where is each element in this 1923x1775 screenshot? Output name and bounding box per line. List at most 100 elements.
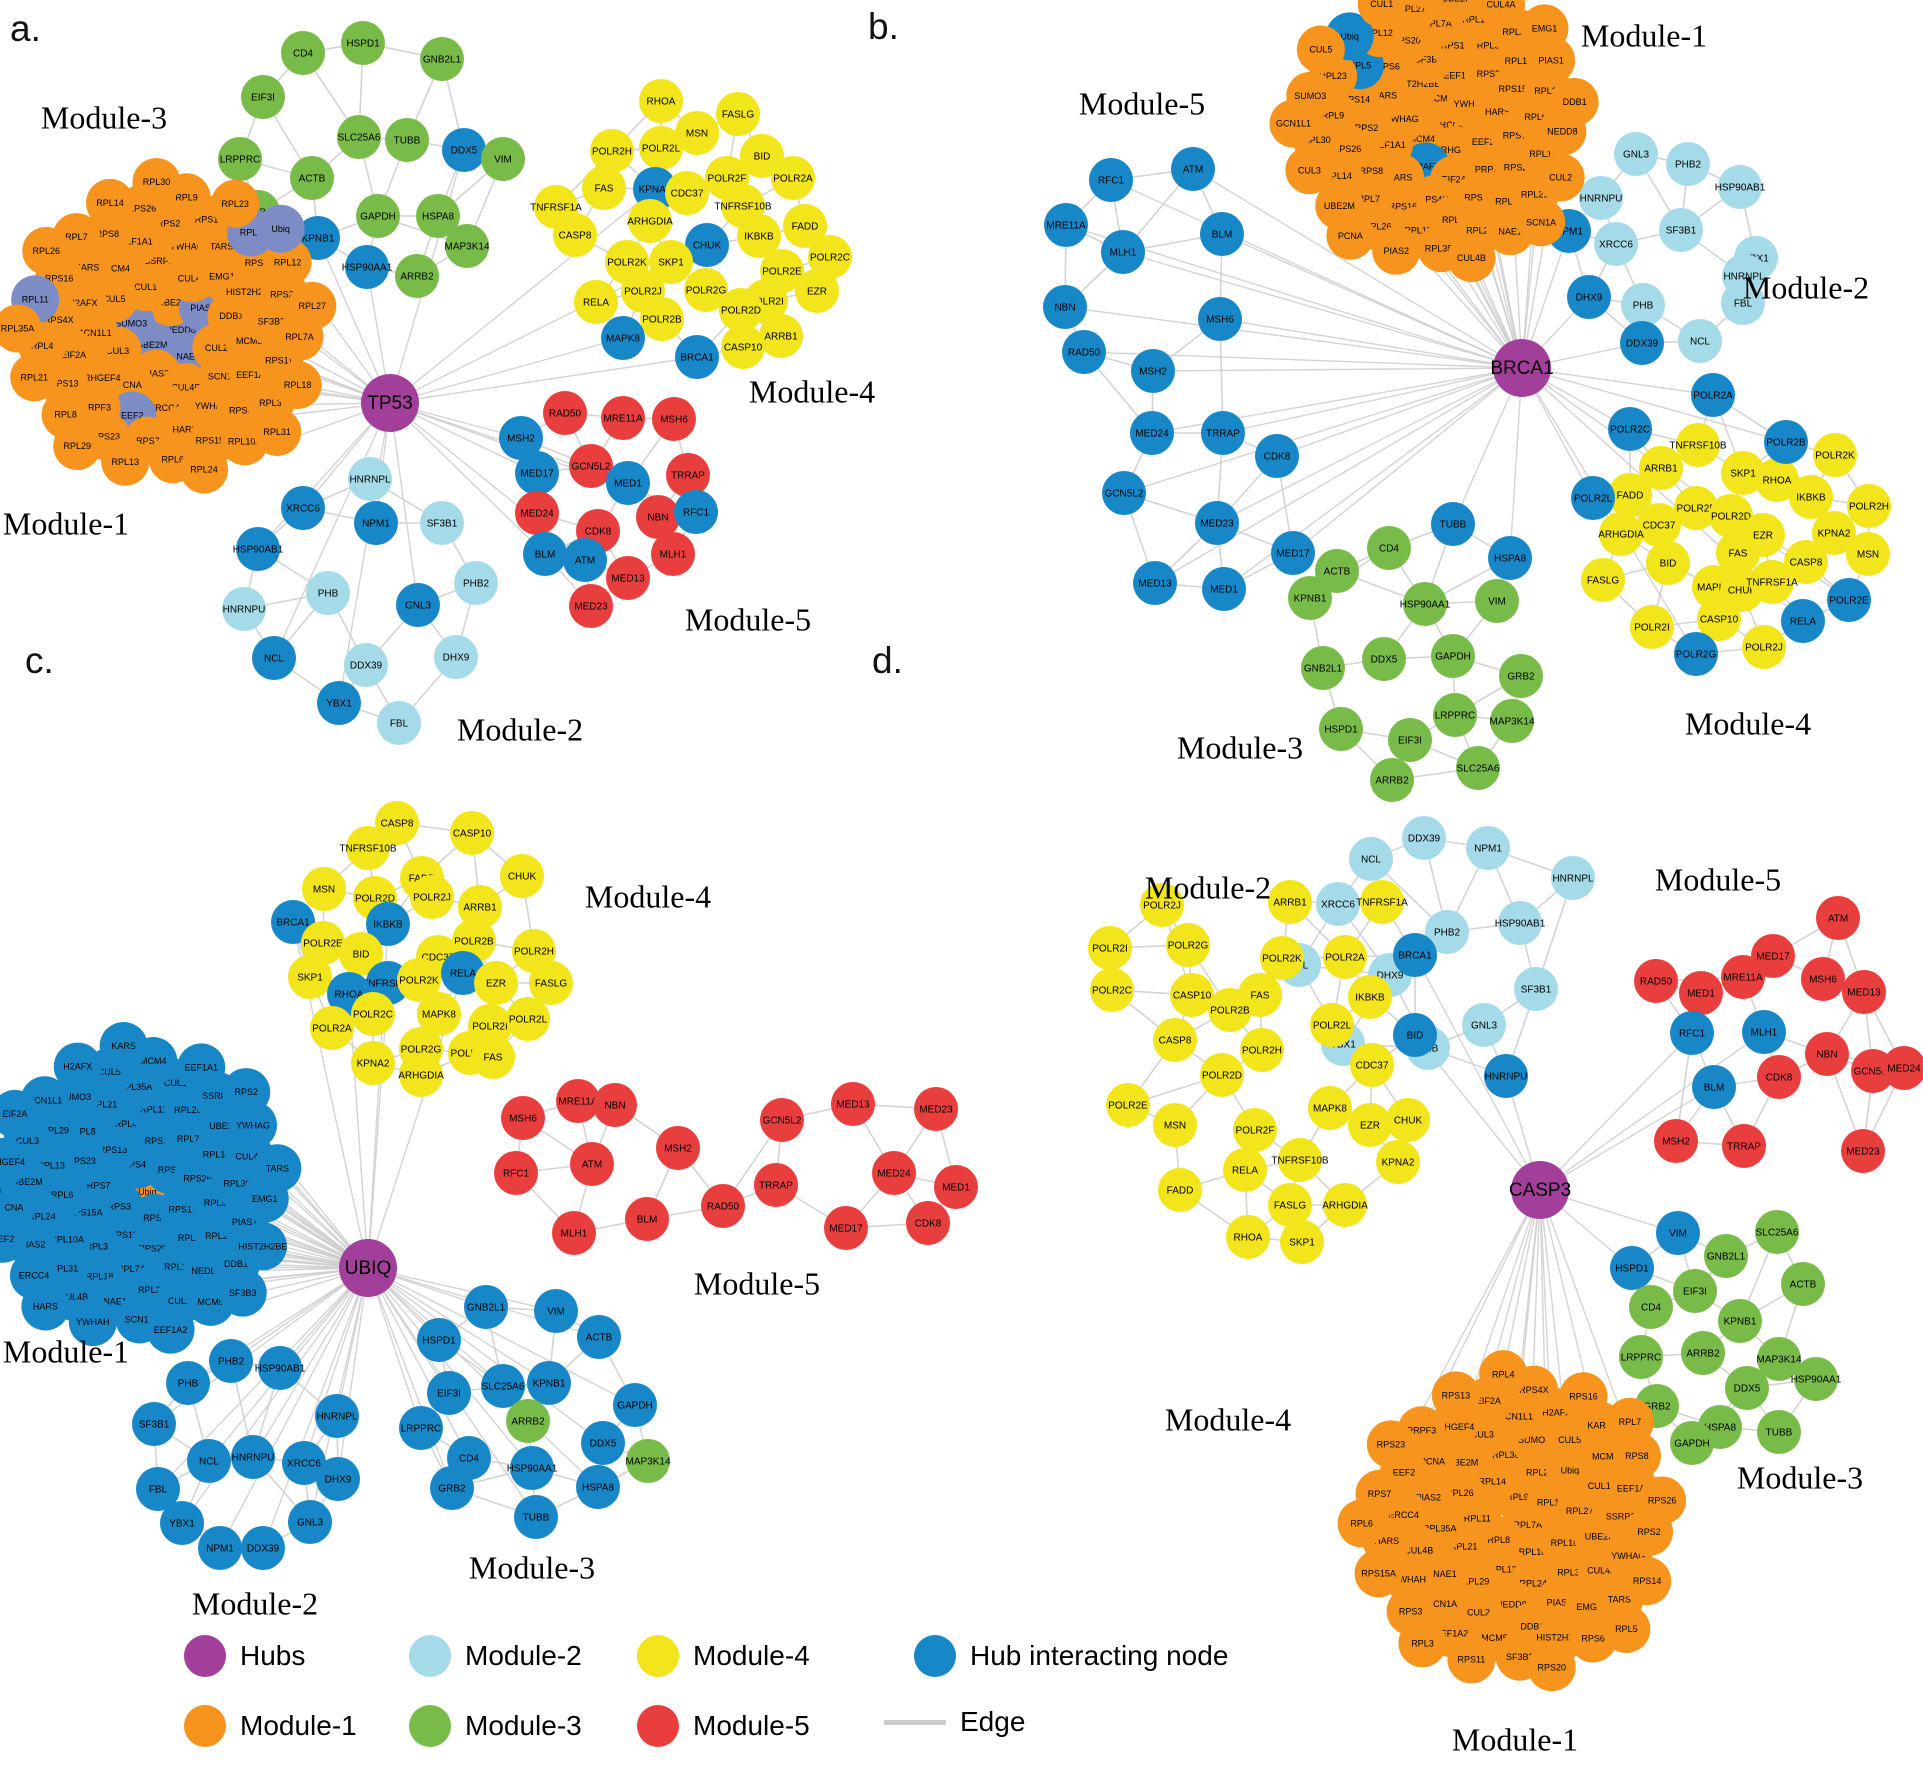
node-BLM[interactable]: BLM bbox=[1692, 1065, 1736, 1109]
node-circle-ATM[interactable] bbox=[1816, 896, 1860, 940]
node-circle-TNFRSF1A[interactable] bbox=[1750, 560, 1794, 604]
node-circle-SKP1[interactable] bbox=[288, 955, 332, 999]
node-circle-ACTB[interactable] bbox=[290, 156, 334, 200]
node-circle-BLM[interactable] bbox=[1200, 212, 1244, 256]
node-CDK8[interactable]: CDK8 bbox=[906, 1201, 950, 1245]
node-circle-POLR2J[interactable] bbox=[410, 875, 454, 919]
node-circle-MED17[interactable] bbox=[1271, 531, 1315, 575]
node-MLH1[interactable]: MLH1 bbox=[552, 1211, 596, 1255]
node-circle-HNRNPU[interactable] bbox=[1484, 1054, 1528, 1098]
node-circle-NBN[interactable] bbox=[1805, 1032, 1849, 1076]
node-circle-TNFRSF10B[interactable] bbox=[1278, 1138, 1322, 1182]
node-circle-RELA[interactable] bbox=[574, 280, 618, 324]
node-ARRB1[interactable]: ARRB1 bbox=[1639, 446, 1683, 490]
node-circle-POLR2H[interactable] bbox=[590, 129, 634, 173]
node-circle-SKP1[interactable] bbox=[649, 240, 693, 284]
node-MED24[interactable]: MED24 bbox=[872, 1151, 916, 1195]
node-TNFRSF1A[interactable]: TNFRSF1A bbox=[1746, 560, 1798, 604]
node-SF3B3[interactable]: SF3B3 bbox=[218, 1268, 267, 1317]
node-ACTB[interactable]: ACTB bbox=[1781, 1262, 1825, 1306]
node-GAPDH[interactable]: GAPDH bbox=[1431, 634, 1475, 678]
node-circle-GNL3[interactable] bbox=[1614, 132, 1658, 176]
node-RELA[interactable]: RELA bbox=[441, 951, 485, 995]
node-SLC25A6[interactable]: SLC25A6 bbox=[481, 1364, 525, 1408]
node-MSH6[interactable]: MSH6 bbox=[501, 1096, 545, 1140]
node-circle-RPS14[interactable] bbox=[1623, 1557, 1672, 1606]
node-TRRAP[interactable]: TRRAP bbox=[754, 1163, 798, 1207]
node-GAPDH[interactable]: GAPDH bbox=[613, 1383, 657, 1427]
node-circle-CDK8[interactable] bbox=[1757, 1055, 1801, 1099]
node-POLR2B[interactable]: POLR2B bbox=[1764, 420, 1808, 464]
node-MSN[interactable]: MSN bbox=[1153, 1103, 1197, 1147]
node-circle-DHX9[interactable] bbox=[434, 635, 478, 679]
node-circle-POLR2F[interactable] bbox=[1233, 1108, 1277, 1152]
node-circle-EIF3I[interactable] bbox=[1673, 1269, 1717, 1313]
node-RHOA[interactable]: RHOA bbox=[1226, 1215, 1270, 1259]
node-circle-GRB2[interactable] bbox=[430, 1466, 474, 1510]
node-circle-KPNB1[interactable] bbox=[1288, 576, 1332, 620]
node-BRCA1[interactable]: BRCA1 bbox=[675, 335, 719, 379]
node-circle-SLC25A6[interactable] bbox=[337, 115, 381, 159]
node-circle-XRCC6[interactable] bbox=[281, 486, 325, 530]
node-RPS13[interactable]: RPS13 bbox=[1431, 1371, 1480, 1420]
node-circle-MED1[interactable] bbox=[1202, 567, 1246, 611]
node-BID[interactable]: BID bbox=[740, 134, 784, 178]
node-XRCC6[interactable]: XRCC6 bbox=[282, 1441, 326, 1485]
node-circle-MRE11A[interactable] bbox=[1044, 203, 1088, 247]
hub-circle-UBIQ[interactable] bbox=[339, 1239, 397, 1297]
node-circle-FAS[interactable] bbox=[582, 166, 626, 210]
node-DDX5[interactable]: DDX5 bbox=[581, 1421, 625, 1465]
node-circle-RPS23[interactable] bbox=[1366, 1420, 1415, 1469]
node-MED13[interactable]: MED13 bbox=[1133, 561, 1177, 605]
node-CASP10[interactable]: CASP10 bbox=[450, 811, 494, 855]
node-HSP90AA1[interactable]: HSP90AA1 bbox=[342, 245, 393, 289]
node-LRPPRC[interactable]: LRPPRC bbox=[1433, 693, 1477, 737]
node-RPL24[interactable]: RPL24 bbox=[180, 445, 229, 494]
node-circle-MED13[interactable] bbox=[1133, 561, 1177, 605]
node-circle-RAD50[interactable] bbox=[1634, 959, 1678, 1003]
node-POLR2K[interactable]: POLR2K bbox=[1260, 936, 1304, 980]
node-circle-NPM1[interactable] bbox=[354, 501, 398, 545]
node-ARRB1[interactable]: ARRB1 bbox=[1268, 880, 1312, 924]
node-RFC1[interactable]: RFC1 bbox=[1089, 158, 1133, 202]
node-CUL4B[interactable]: CUL4B bbox=[1447, 234, 1496, 283]
node-DDB1[interactable]: DDB1 bbox=[1550, 78, 1599, 127]
node-GCN5L2[interactable]: GCN5L2 bbox=[1102, 471, 1146, 515]
node-POLR2C[interactable]: POLR2C bbox=[1090, 968, 1134, 1012]
node-circle-GNB2L1[interactable] bbox=[464, 1285, 508, 1329]
node-EEF2[interactable]: EEF2 bbox=[0, 1214, 27, 1263]
node-POLR2K[interactable]: POLR2K bbox=[1813, 433, 1857, 477]
hub-CASP3[interactable]: CASP3 bbox=[1509, 1161, 1571, 1219]
node-PCNA[interactable]: PCNA bbox=[1326, 211, 1375, 260]
node-KARS[interactable]: KARS bbox=[99, 1022, 148, 1071]
node-SKP1[interactable]: SKP1 bbox=[1280, 1220, 1324, 1264]
node-MSH6[interactable]: MSH6 bbox=[652, 397, 696, 441]
node-MAPK8[interactable]: MAPK8 bbox=[601, 316, 645, 360]
node-POLR2C[interactable]: POLR2C bbox=[808, 235, 852, 279]
node-POLR2L[interactable]: POLR2L bbox=[1571, 476, 1615, 520]
node-circle-VIM[interactable] bbox=[534, 1289, 578, 1333]
node-circle-POLR2C[interactable] bbox=[1608, 407, 1652, 451]
node-PRPF3[interactable]: PRPF3 bbox=[0, 1167, 11, 1215]
node-MED17[interactable]: MED17 bbox=[824, 1206, 868, 1250]
node-PHB[interactable]: PHB bbox=[166, 1361, 210, 1405]
node-KPNB1[interactable]: KPNB1 bbox=[527, 1361, 571, 1405]
node-TARS[interactable]: TARS bbox=[253, 1144, 302, 1193]
node-EZR[interactable]: EZR bbox=[1348, 1103, 1392, 1147]
node-EIF3I[interactable]: EIF3I bbox=[241, 75, 285, 119]
node-POLR2A[interactable]: POLR2A bbox=[771, 156, 815, 200]
node-circle-GCN1L1[interactable] bbox=[1269, 99, 1318, 148]
node-circle-TARS[interactable] bbox=[253, 1144, 302, 1193]
node-circle-CD4[interactable] bbox=[281, 31, 325, 75]
node-CHUK[interactable]: CHUK bbox=[685, 223, 729, 267]
node-circle-XRCC6[interactable] bbox=[1594, 222, 1638, 266]
node-circle-MSH2[interactable] bbox=[656, 1126, 700, 1170]
node-circle-GAPDH[interactable] bbox=[356, 194, 400, 238]
node-BLM[interactable]: BLM bbox=[1200, 212, 1244, 256]
node-TNFRSF10B[interactable]: TNFRSF10B bbox=[1669, 423, 1727, 467]
node-HSPD1[interactable]: HSPD1 bbox=[1610, 1246, 1654, 1290]
node-VIM[interactable]: VIM bbox=[1656, 1211, 1700, 1255]
node-MSH6[interactable]: MSH6 bbox=[1198, 297, 1242, 341]
node-CDC37[interactable]: CDC37 bbox=[665, 171, 709, 215]
node-DHX9[interactable]: DHX9 bbox=[1567, 275, 1611, 319]
